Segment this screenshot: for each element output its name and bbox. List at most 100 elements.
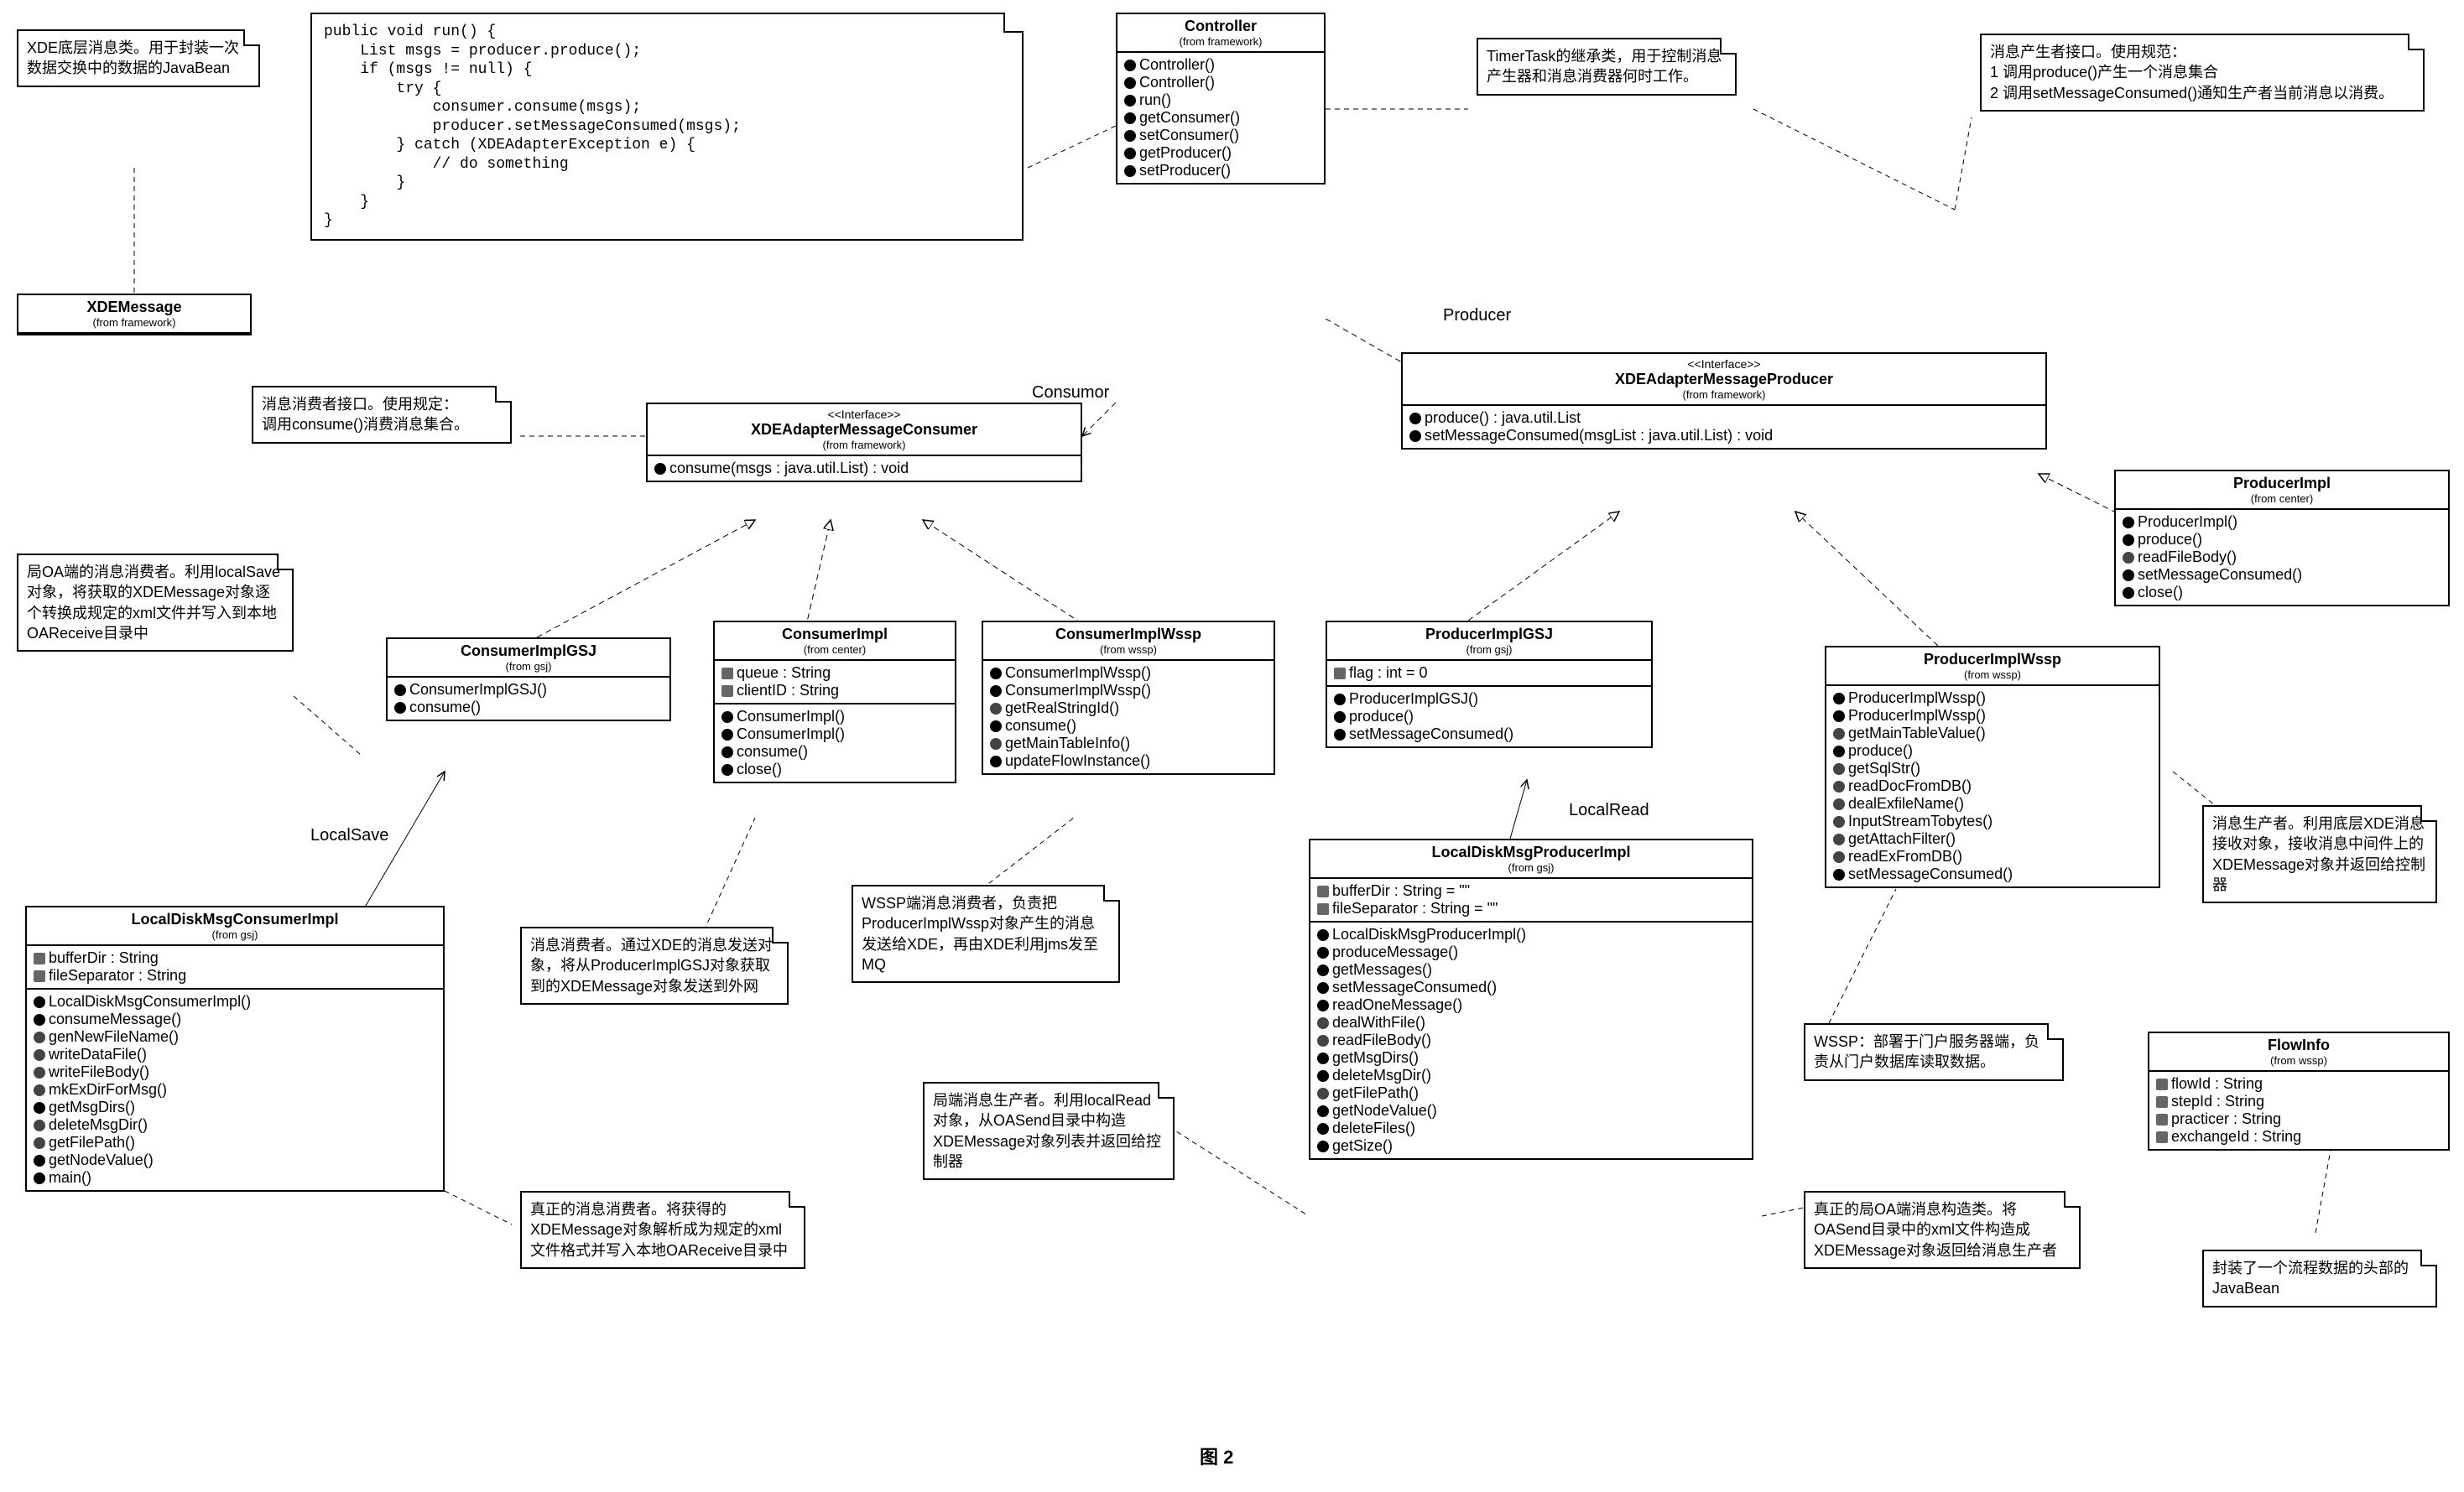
attr-icon (1334, 668, 1346, 679)
op: dealWithFile() (1332, 1014, 1425, 1031)
class-from: (from center) (721, 643, 948, 656)
note-text: 消息生产者。利用底层XDE消息接收对象，接收消息中间件上的XDEMessage对… (2212, 815, 2425, 893)
class-name: ConsumerImplGSJ (394, 642, 663, 660)
op-icon (1124, 77, 1136, 89)
op-icon (990, 703, 1002, 715)
op: getRealStringId() (1005, 699, 1119, 716)
note-producer-impl: 消息生产者。利用底层XDE消息接收对象，接收消息中间件上的XDEMessage对… (2202, 805, 2437, 903)
class-from: (from gsj) (394, 660, 663, 673)
class-producer-gsj: ProducerImplGSJ(from gsj) flag : int = 0… (1326, 621, 1653, 748)
op-icon (990, 756, 1002, 767)
attr: practicer : String (2171, 1110, 2281, 1127)
op-icon (2123, 517, 2134, 528)
note-code: public void run() { List msgs = producer… (310, 13, 1024, 241)
op: getNodeValue() (49, 1151, 154, 1168)
class-name: Controller (1124, 18, 1317, 35)
op: produceMessage() (1332, 944, 1458, 960)
op: getConsumer() (1139, 109, 1240, 126)
op: setMessageConsumed() (1332, 979, 1497, 996)
op: dealExfileName() (1848, 795, 1964, 812)
op: ProducerImpl() (2138, 513, 2237, 530)
class-producer-wssp: ProducerImplWssp(from wssp) ProducerImpl… (1825, 646, 2160, 888)
op-icon (1409, 413, 1421, 424)
class-name: ConsumerImplWssp (990, 626, 1267, 643)
attr-icon (2156, 1131, 2168, 1143)
op: deleteMsgDir() (1332, 1067, 1431, 1084)
note-text: WSSP端消息消费者，负责把ProducerImplWssp对象产生的消息发送给… (862, 895, 1098, 973)
op: produce() : java.util.List (1425, 409, 1581, 426)
class-from: (from gsj) (34, 928, 436, 941)
op-icon (1833, 693, 1845, 704)
op-icon (1317, 1000, 1329, 1011)
class-producer-impl: ProducerImpl(from center) ProducerImpl()… (2114, 470, 2450, 606)
class-name: ConsumerImpl (721, 626, 948, 643)
op: getFilePath() (49, 1134, 135, 1151)
op: updateFlowInstance() (1005, 752, 1150, 769)
attr-icon (34, 970, 45, 982)
note-text: 真正的局OA端消息构造类。将OASend目录中的xml文件构造成XDEMessa… (1814, 1201, 2057, 1259)
note-wssp-producer: WSSP：部署于门户服务器端，负责从门户数据库读取数据。 (1804, 1023, 2064, 1081)
class-controller: Controller(from framework) Controller() … (1116, 13, 1326, 185)
op: Controller() (1139, 56, 1215, 73)
note-producer-iface: 消息产生者接口。使用规范： 1 调用produce()产生一个消息集合 2 调用… (1980, 34, 2425, 112)
class-consumer-wssp: ConsumerImplWssp(from wssp) ConsumerImpl… (982, 621, 1275, 775)
op-icon (1317, 1123, 1329, 1135)
op: ConsumerImplWssp() (1005, 682, 1151, 699)
op: setMessageConsumed(msgList : java.util.L… (1425, 427, 1773, 444)
op-icon (1317, 1070, 1329, 1082)
attr: clientID : String (737, 682, 839, 699)
attr: fileSeparator : String = "" (1332, 900, 1498, 917)
op-icon (34, 1049, 45, 1061)
op: setMessageConsumed() (1349, 725, 1513, 742)
op-icon (721, 711, 733, 723)
op-icon (34, 1172, 45, 1184)
op-icon (34, 1032, 45, 1043)
op: ConsumerImplGSJ() (409, 681, 547, 698)
op: getMsgDirs() (49, 1099, 135, 1115)
note-text: 真正的消息消费者。将获得的XDEMessage对象解析成为规定的xml文件格式并… (530, 1201, 788, 1259)
op: run() (1139, 91, 1171, 108)
attr-icon (2156, 1114, 2168, 1125)
op-icon (1124, 165, 1136, 177)
op: consume() (737, 743, 808, 760)
note-text: TimerTask的继承类，用于控制消息产生器和消息消费器何时工作。 (1487, 48, 1722, 85)
op-icon (2123, 587, 2134, 599)
op-icon (1334, 694, 1346, 705)
op-icon (721, 729, 733, 741)
op-icon (990, 668, 1002, 679)
attr: bufferDir : String (49, 949, 159, 966)
class-name: XDEMessage (25, 299, 243, 316)
class-from: (from center) (2123, 492, 2441, 505)
op: LocalDiskMsgProducerImpl() (1332, 926, 1526, 943)
op-icon (1334, 711, 1346, 723)
op-icon (34, 1102, 45, 1114)
class-name: ProducerImpl (2123, 475, 2441, 492)
class-from: (from framework) (25, 316, 243, 329)
class-localdisk-consumer: LocalDiskMsgConsumerImpl(from gsj) buffe… (25, 906, 445, 1192)
attr-icon (1317, 886, 1329, 897)
note-text: XDE底层消息类。用于封装一次数据交换中的数据的JavaBean (27, 39, 239, 76)
op: getMainTableInfo() (1005, 735, 1130, 751)
op: close() (737, 761, 782, 777)
op-icon (1833, 851, 1845, 863)
note-wssp-consumer: WSSP端消息消费者，负责把ProducerImplWssp对象产生的消息发送给… (852, 885, 1120, 983)
note-localdisk-producer: 真正的局OA端消息构造类。将OASend目录中的xml文件构造成XDEMessa… (1804, 1191, 2081, 1269)
class-from: (from wssp) (2156, 1054, 2441, 1067)
op-icon (1833, 869, 1845, 881)
attr: bufferDir : String = "" (1332, 882, 1470, 899)
op: getMsgDirs() (1332, 1049, 1419, 1066)
class-xdemessage: XDEMessage(from framework) (17, 294, 252, 335)
op: getNodeValue() (1332, 1102, 1437, 1119)
op-icon (2123, 552, 2134, 564)
note-text: 消息消费者接口。使用规定： 调用consume()消费消息集合。 (262, 396, 469, 433)
op-icon (394, 684, 406, 696)
label-localread: LocalRead (1569, 801, 1649, 820)
op-icon (990, 738, 1002, 750)
attr-icon (2156, 1079, 2168, 1090)
note-text: WSSP：部署于门户服务器端，负责从门户数据库读取数据。 (1814, 1033, 2039, 1070)
op: close() (2138, 584, 2183, 600)
op-icon (1124, 60, 1136, 71)
op: consume() (409, 699, 481, 715)
op: consume() (1005, 717, 1076, 734)
op-icon (1317, 1088, 1329, 1100)
